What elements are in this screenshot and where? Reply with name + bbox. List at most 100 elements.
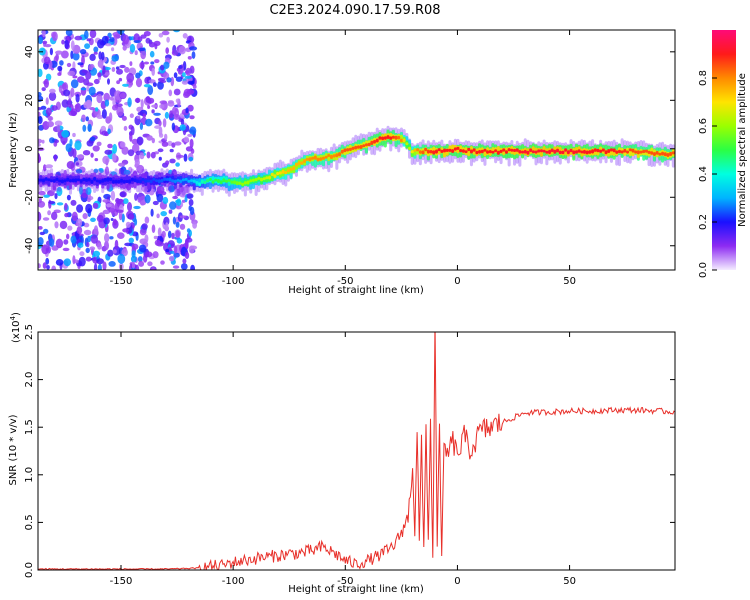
ridge-cell: [257, 176, 261, 180]
noise-blob: [183, 136, 190, 143]
noise-blob: [49, 238, 55, 247]
ridge-cell: [424, 147, 428, 152]
noise-blob: [42, 217, 50, 221]
x-tick-label: -50: [337, 276, 353, 287]
noise-blob: [76, 154, 85, 159]
ridge-cell: [599, 149, 603, 153]
ridge-cell: [394, 135, 398, 140]
noise-blob: [139, 152, 145, 160]
noise-blob: [142, 254, 148, 263]
noise-blob: [81, 114, 86, 123]
ridge-cell: [44, 177, 48, 181]
noise-blob: [181, 72, 186, 78]
noise-blob: [172, 265, 180, 269]
ridge-cell: [63, 179, 67, 183]
ridge-cell: [574, 150, 578, 154]
noise-blob: [104, 240, 109, 251]
noise-blob: [109, 236, 114, 240]
ridge-cell: [265, 176, 269, 180]
ridge-cell: [149, 179, 153, 184]
noise-blob: [72, 75, 78, 79]
noise-blob: [38, 226, 43, 230]
noise-blob: [122, 83, 129, 87]
ridge-cell: [238, 181, 242, 185]
ridge-cell: [375, 138, 379, 143]
noise-blob: [181, 80, 189, 85]
noise-blob: [83, 229, 92, 236]
noise-blob: [158, 156, 162, 161]
noise-blob: [61, 39, 65, 45]
noise-blob: [103, 217, 110, 225]
ridge-cell: [106, 177, 110, 182]
x-tick-label: -100: [222, 276, 245, 287]
ridge-cell: [66, 177, 70, 182]
ridge-cell: [443, 148, 447, 153]
ridge-cell: [628, 148, 632, 152]
noise-blob: [102, 261, 107, 270]
ridge-cell: [222, 178, 226, 183]
ridge-cell: [405, 142, 409, 146]
ridge-cell: [260, 177, 264, 182]
noise-blob: [112, 104, 118, 111]
noise-blob: [112, 143, 118, 154]
noise-blob: [152, 82, 157, 87]
ridge-cell: [421, 150, 425, 155]
ridge-cell: [208, 178, 212, 181]
noise-blob: [143, 84, 151, 88]
ridge-cell: [198, 178, 202, 185]
noise-blob: [55, 238, 64, 249]
noise-blob: [38, 237, 44, 246]
ridge-cell: [187, 179, 191, 183]
ridge-cell: [381, 136, 385, 141]
colorbar-tick-label: 0.4: [698, 166, 709, 182]
ridge-cell: [133, 178, 137, 183]
noise-blob: [38, 36, 43, 45]
ridge-cell: [243, 181, 247, 185]
noise-blob: [176, 154, 184, 158]
noise-blob: [175, 98, 180, 104]
ridge-cell: [74, 178, 78, 183]
spectrogram-panel: -150 -100 -50 0 50 -40 -20 0 20 40 Height of str…: [8, 29, 676, 296]
noise-blob: [171, 232, 175, 240]
noise-blob: [122, 198, 129, 205]
noise-blob: [115, 209, 124, 213]
noise-blob: [161, 141, 169, 147]
noise-blob: [140, 201, 145, 206]
noise-blob: [149, 50, 155, 58]
ridge-cell: [144, 179, 148, 183]
noise-blob: [80, 87, 87, 91]
ridge-cell: [550, 148, 554, 153]
noise-blob: [89, 53, 96, 62]
noise-blob: [187, 104, 194, 112]
ridge-cell: [459, 149, 463, 153]
noise-blob: [164, 133, 168, 141]
ridge-cell: [609, 148, 613, 152]
noise-blob: [179, 223, 186, 230]
ridge-cell: [305, 157, 309, 161]
ridge-cell: [117, 179, 121, 184]
noise-blob: [94, 158, 99, 162]
noise-blob: [38, 190, 46, 196]
figure-title: C2E3.2024.090.17.59.R08: [269, 3, 440, 18]
ridge-cell: [241, 182, 245, 187]
noise-blob: [171, 49, 179, 56]
ridge-cell: [87, 178, 91, 182]
noise-blob: [178, 185, 185, 193]
snr-panel: -150 -100 -50 0 50 0.0 0.5 1.0 1.5 2.0 2.5 Height…: [8, 312, 676, 595]
ridge-cell: [125, 179, 129, 184]
noise-blob: [165, 47, 169, 54]
noise-blob: [151, 267, 155, 270]
ridge-cell: [647, 150, 651, 154]
ridge-cell: [644, 149, 648, 153]
noise-blob: [175, 221, 180, 228]
noise-blob: [150, 61, 155, 65]
y-tick-label: 0.5: [24, 514, 35, 530]
ridge-cell: [523, 149, 527, 154]
ridge-cell: [663, 152, 667, 157]
noise-blob: [188, 156, 194, 162]
noise-blob: [167, 230, 172, 239]
ridge-cell: [176, 178, 180, 182]
noise-blob: [64, 202, 68, 211]
ridge-cell: [122, 179, 126, 184]
ridge-cell: [216, 179, 220, 183]
